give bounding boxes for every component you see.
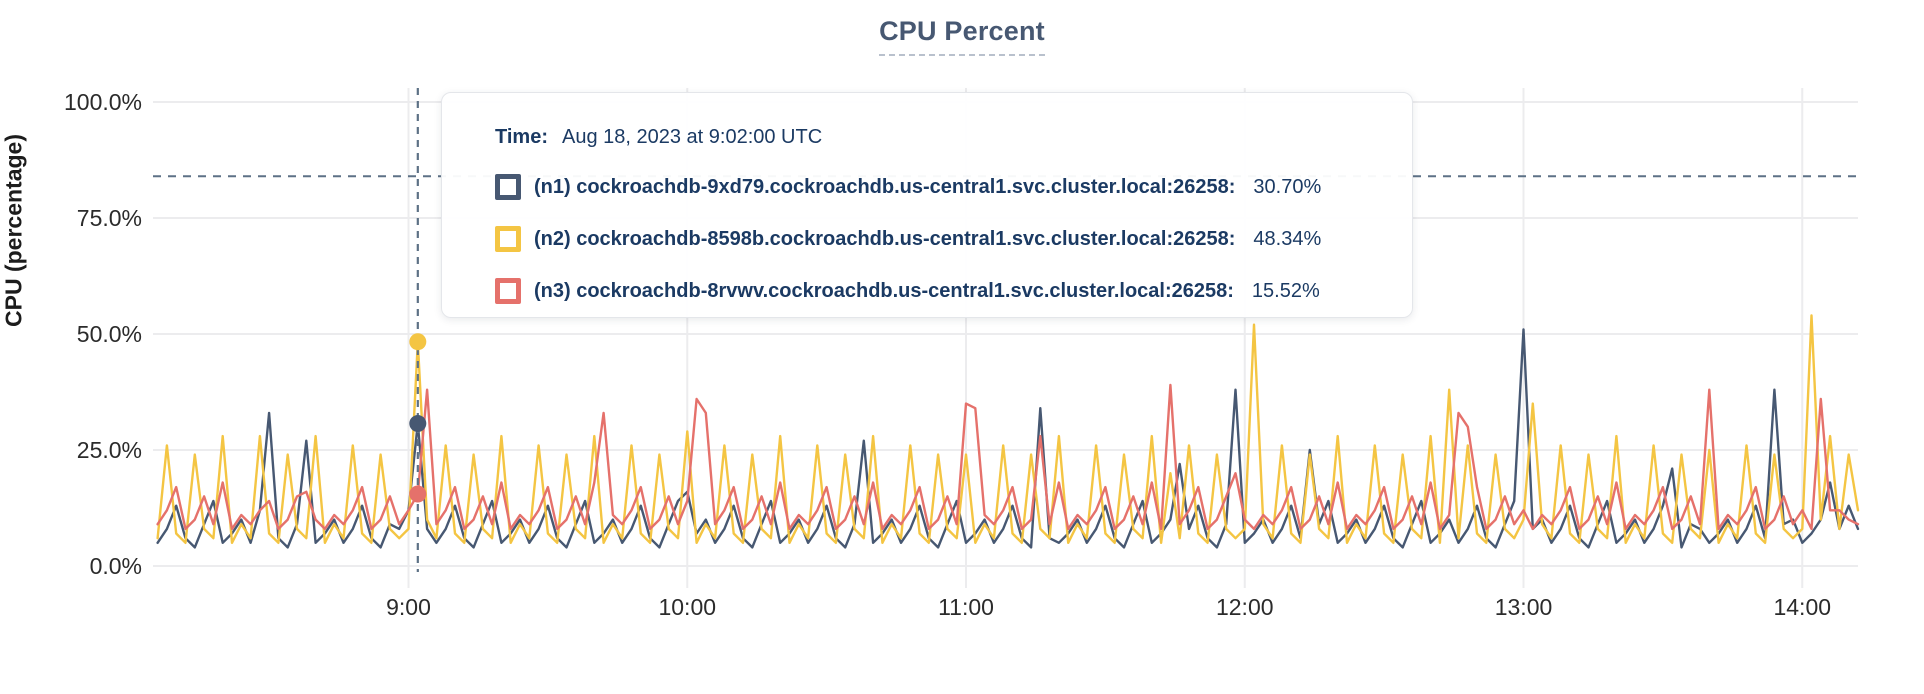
tooltip-time-row: Time: Aug 18, 2023 at 9:02:00 UTC bbox=[495, 126, 1372, 149]
x-tick-label: 12:00 bbox=[1216, 594, 1274, 620]
legend-row-n1: (n1) cockroachdb-9xd79.cockroachdb.us-ce… bbox=[495, 174, 1372, 200]
series-line-n2 bbox=[156, 314, 1860, 544]
series-line-n1 bbox=[156, 328, 1860, 549]
series-label-n2: (n2) cockroachdb-8598b.cockroachdb.us-ce… bbox=[534, 227, 1236, 250]
series-label-n3: (n3) cockroachdb-8rvwv.cockroachdb.us-ce… bbox=[534, 279, 1234, 302]
y-tick-label: 25.0% bbox=[77, 437, 142, 463]
x-tick-label: 13:00 bbox=[1495, 594, 1553, 620]
series-value-n2: 48.34% bbox=[1253, 227, 1322, 250]
series-swatch-n1 bbox=[495, 174, 521, 200]
hover-dot-n3 bbox=[409, 485, 427, 503]
series-line-n3 bbox=[156, 383, 1860, 531]
y-tick-label: 0.0% bbox=[90, 553, 142, 579]
hover-dot-n2 bbox=[409, 333, 427, 351]
chart-title: CPU Percent bbox=[879, 16, 1045, 56]
x-tick-label: 14:00 bbox=[1773, 594, 1831, 620]
hover-tooltip: Time: Aug 18, 2023 at 9:02:00 UTC (n1) co… bbox=[441, 92, 1413, 318]
series-swatch-n2 bbox=[495, 226, 521, 252]
chart-title-wrap: CPU Percent bbox=[0, 16, 1924, 56]
hover-dot-n1 bbox=[409, 415, 427, 433]
tooltip-time-label: Time: bbox=[495, 126, 548, 148]
legend-row-n2: (n2) cockroachdb-8598b.cockroachdb.us-ce… bbox=[495, 226, 1372, 252]
x-tick-label: 11:00 bbox=[938, 594, 994, 620]
y-tick-label: 100.0% bbox=[64, 89, 142, 115]
x-tick-label: 9:00 bbox=[386, 594, 431, 620]
series-value-n3: 15.52% bbox=[1251, 279, 1320, 302]
tooltip-time-value: Aug 18, 2023 at 9:02:00 UTC bbox=[561, 126, 823, 148]
y-tick-label: 50.0% bbox=[77, 321, 142, 347]
series-label-n1: (n1) cockroachdb-9xd79.cockroachdb.us-ce… bbox=[534, 175, 1236, 198]
y-tick-label: 75.0% bbox=[77, 205, 142, 231]
x-tick-label: 10:00 bbox=[658, 594, 716, 620]
series-swatch-n3 bbox=[495, 278, 521, 304]
series-value-n1: 30.70% bbox=[1253, 175, 1322, 198]
legend-row-n3: (n3) cockroachdb-8rvwv.cockroachdb.us-ce… bbox=[495, 278, 1372, 304]
